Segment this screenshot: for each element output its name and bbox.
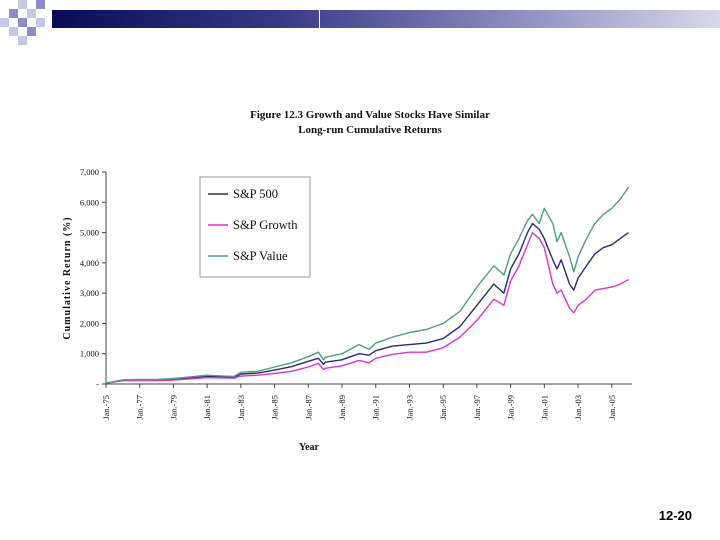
x-tick-label: Jan.-03 [573,395,583,420]
chart-title-line1: Figure 12.3 Growth and Value Stocks Have… [250,109,490,121]
header-divider [319,8,320,30]
x-tick-label: Jan.-95 [438,395,448,420]
legend-entry: S&P Value [233,249,288,263]
y-tick-label: 4,000 [80,258,99,268]
legend-box [199,176,311,278]
x-tick-label: Jan.-99 [506,395,516,420]
y-tick-label: 3,000 [80,288,99,298]
x-tick-label: Jan.-81 [202,395,212,420]
x-tick-label: Jan.-91 [371,395,381,420]
x-tick-label: Jan.-75 [101,395,111,420]
legend-entry: S&P 500 [233,187,278,201]
y-tick-label: 6,000 [80,197,99,207]
y-tick-label: 5,000 [80,228,99,238]
x-tick-label: Jan.-85 [270,395,280,420]
x-axis-label: Year [299,442,320,453]
series-line-s-p-growth [105,231,629,384]
y-axis-label: Cumulative Return (%) [62,216,73,339]
y-tick-label: 2,000 [80,318,99,328]
y-tick-label: 7,000 [80,167,99,177]
page-number: 12-20 [658,508,692,523]
chart-title-line2: Long-run Cumulative Returns [298,124,442,136]
x-tick-label: Jan.-05 [607,395,617,420]
y-tick-label: 1,000 [80,349,99,359]
x-tick-label: Jan.-89 [337,395,347,420]
x-tick-label: Jan.-79 [168,395,178,420]
legend-entry: S&P Growth [233,218,298,232]
series-line-s-p-500 [105,222,630,384]
x-tick-label: Jan.-77 [135,395,145,420]
x-tick-label: Jan.-83 [236,395,246,420]
x-tick-label: Jan.-01 [539,395,549,420]
header-bar [52,10,720,28]
x-tick-label: Jan.-87 [303,395,313,420]
x-tick-label: Jan.-93 [404,395,414,420]
x-tick-label: Jan.-97 [472,395,482,420]
series-line-s-p-value [105,186,630,384]
y-tick-label: - [96,379,99,389]
chart-title: Figure 12.3 Growth and Value Stocks Have… [180,108,560,138]
